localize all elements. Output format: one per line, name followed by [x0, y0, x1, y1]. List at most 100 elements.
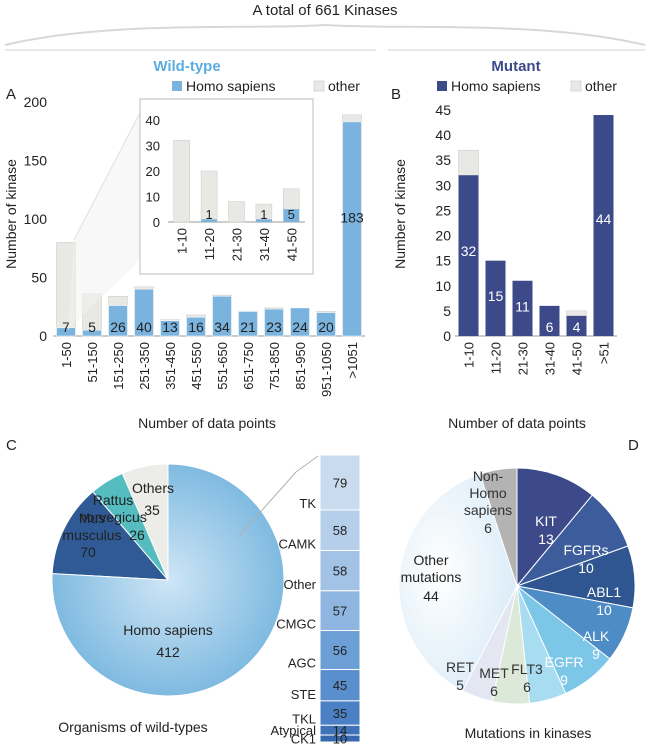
family-label: TKL — [292, 711, 316, 726]
panel-c-letter: C — [6, 437, 17, 454]
panel-a-bar-homo — [160, 320, 180, 337]
panel-a-bar-label: 7 — [62, 319, 70, 335]
family-value: 35 — [333, 706, 347, 721]
panel-a-bar-homo — [186, 317, 206, 337]
inset-bar-other — [173, 140, 190, 223]
inset-bar-label: 5 — [288, 207, 295, 222]
panel-b-bar-label: 4 — [573, 319, 581, 335]
pie-d-value: 10 — [578, 560, 594, 576]
inset-xtick: 31-40 — [257, 228, 272, 261]
pie-c-slice — [51, 463, 285, 697]
legend-b-other-label: other — [585, 78, 617, 94]
pie-c-value: 35 — [144, 502, 160, 518]
family-value: 58 — [333, 564, 347, 579]
panel-a-bar-homo — [212, 295, 232, 337]
pie-d-value: 44 — [423, 588, 439, 604]
panel-a-bar-other — [342, 114, 362, 123]
family-label: CMGC — [276, 617, 316, 632]
panel-b-ytick: 15 — [435, 253, 451, 269]
legend-a-homo-label: Homo sapiens — [186, 78, 276, 94]
family-label: CAMK — [278, 536, 316, 551]
panel-b-bar-other — [566, 310, 587, 317]
family-segment — [319, 590, 361, 632]
panel-a-bar-label: 26 — [110, 319, 126, 335]
inset-xtick: 11-20 — [202, 228, 217, 260]
inset-ytick: 40 — [146, 113, 160, 128]
panel-b-ytick: 40 — [435, 127, 451, 143]
pie-d-value: 9 — [592, 646, 600, 662]
panel-b-ylabel: Number of kinase — [392, 159, 408, 269]
pie-d-value: 6 — [523, 679, 531, 695]
pie-d-label: sapiens — [464, 502, 512, 518]
panel-b-bar-label: 11 — [515, 299, 530, 315]
inset-bar-label: 1 — [205, 207, 212, 222]
panel-a-bar-label: 40 — [136, 319, 152, 335]
panel-a-ytick: 150 — [24, 153, 48, 169]
mutant-label: Mutant — [491, 58, 540, 75]
panel-b-ytick: 25 — [435, 202, 451, 218]
family-label: Other — [283, 577, 316, 592]
inset-bar-label: 1 — [260, 207, 267, 222]
panel-b-bar-homo — [512, 280, 533, 336]
pie-c-value: 26 — [129, 527, 145, 543]
panel-a-xtick: 251-350 — [137, 342, 152, 390]
panel-b-ytick: 35 — [435, 152, 451, 168]
panel-a-ytick: 200 — [24, 94, 48, 110]
panel-d: D KIT 13 FGFRs 10 ABL1 10 ALK 9 EGFR 9 FLT3 6 MET 6 RE… — [398, 437, 639, 741]
family-label: AGC — [288, 656, 316, 671]
family-label: TK — [299, 496, 316, 511]
pie-d-slice — [398, 473, 518, 692]
panel-b-bar-label: 15 — [488, 288, 504, 304]
panel-a-bar-label: 23 — [266, 319, 282, 335]
panel-a-bar-homo — [134, 288, 154, 337]
panel-a-bar-label: 183 — [340, 210, 364, 226]
pie-c-label: Others — [132, 480, 174, 496]
pie-c-slice — [51, 491, 170, 581]
panel-b-bar-homo — [566, 315, 587, 336]
pie-d-value: 9 — [560, 672, 568, 688]
panel-a-xtick: 151-250 — [111, 342, 126, 390]
pie-c-label: musculus — [62, 527, 121, 543]
pie-d-value: 6 — [490, 683, 498, 699]
panel-b: B Homo sapiens other Number of kinase Nu… — [391, 78, 617, 431]
family-value: 58 — [333, 523, 347, 538]
pie-d-label: FGFRs — [563, 542, 608, 558]
pie-c-caption: Organisms of wild-types — [58, 719, 207, 735]
inset-bar-homo — [255, 219, 272, 222]
panel-a-bar-label: 20 — [318, 319, 334, 335]
panel-b-bar-homo — [458, 175, 479, 336]
pie-d-label: ALK — [583, 628, 610, 644]
panel-a-bar-homo — [238, 311, 258, 337]
pie-d-label: KIT — [535, 513, 557, 529]
panel-b-ytick: 20 — [435, 228, 451, 244]
panel-a-ytick: 0 — [39, 328, 47, 344]
family-label: CK1 — [291, 732, 316, 747]
pie-c-value: 412 — [156, 644, 180, 660]
pie-c-value: 70 — [80, 544, 96, 560]
panel-a-ytick: 50 — [31, 270, 47, 286]
pie-d-label: RET — [446, 659, 474, 675]
header-brace — [4, 23, 646, 46]
panel-a-ytick: 100 — [24, 211, 48, 227]
panel-a-bar-label: 21 — [240, 319, 256, 335]
panel-a-bar-label: 16 — [188, 319, 204, 335]
panel-d-letter: D — [628, 437, 639, 454]
panel-b-xtick: >51 — [597, 342, 612, 364]
pie-c-label: norvegicus — [79, 509, 147, 525]
panel-a-bar-homo — [316, 312, 336, 337]
panel-a-xtick: 451-550 — [189, 342, 204, 390]
panel-b-ytick: 30 — [435, 177, 451, 193]
inset-connector-shade — [68, 113, 140, 330]
pie-d-value: 13 — [538, 531, 554, 547]
family-segment — [319, 630, 361, 671]
panel-a-bar-homo — [56, 327, 76, 337]
family-value: 14 — [333, 723, 347, 738]
panel-a-bar-homo — [342, 121, 362, 337]
panel-a-bar-label: 13 — [162, 319, 178, 335]
panel-b-letter: B — [391, 86, 401, 103]
pie-d-label: EGFR — [545, 654, 584, 670]
panel-a-xtick: 851-950 — [293, 342, 308, 390]
panel-a-xtick: >1051 — [345, 342, 360, 379]
figure-title: A total of 661 Kinases — [252, 2, 397, 19]
